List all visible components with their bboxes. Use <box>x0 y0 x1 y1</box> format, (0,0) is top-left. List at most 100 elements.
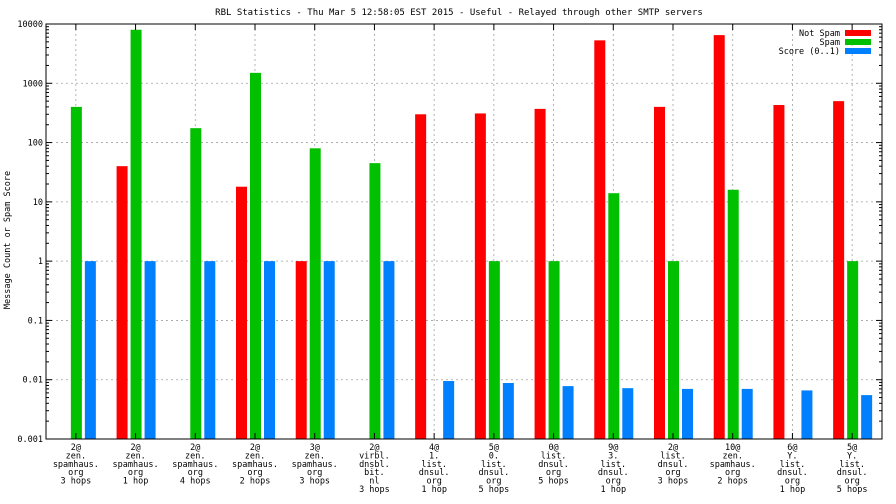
bar-spam <box>847 261 859 439</box>
bar-score-0-1 <box>562 386 574 439</box>
y-tick-label: 10000 <box>17 20 43 30</box>
x-category-label-line: 3 hops <box>658 477 689 487</box>
x-category-label-line: org <box>307 468 322 478</box>
x-category-label: 2@ zen. spamhaus. org 2 hops <box>232 443 278 487</box>
x-category-label-line: 2@ <box>130 443 140 453</box>
x-category-label: 3@ zen. spamhaus. org 3 hops <box>292 443 338 487</box>
x-category-label-line: spamhaus. <box>292 460 338 470</box>
x-category-label-line: 3@ <box>310 443 320 453</box>
x-category-label-line: dnsul. <box>658 460 689 470</box>
x-category-label-line: dnsul. <box>598 468 629 478</box>
bar-not-spam <box>594 40 606 440</box>
bar-spam <box>488 261 500 439</box>
legend-swatch <box>845 48 871 54</box>
legend-label: Score (0..1) <box>779 47 840 57</box>
x-category-label-line: list. <box>780 460 806 470</box>
x-category-label-line: 5 hops <box>837 485 868 495</box>
x-category-label-line: list. <box>541 451 567 461</box>
bar-not-spam <box>415 114 427 439</box>
x-category-label-line: zen. <box>66 451 86 461</box>
x-category-label-line: org <box>188 468 203 478</box>
x-category-label-line: org <box>546 468 561 478</box>
x-category-label-line: org <box>725 468 740 478</box>
x-category-label-line: zen. <box>245 451 265 461</box>
bar-not-spam <box>833 101 845 439</box>
x-category-label-line: 0@ <box>548 443 558 453</box>
bar-not-spam <box>654 106 665 439</box>
x-category-label-line: dnsul. <box>478 468 509 478</box>
bar-spam <box>668 261 679 439</box>
x-category-label-line: 3 hops <box>359 485 390 495</box>
x-category-label-line: nl <box>369 477 379 487</box>
bar-not-spam <box>295 261 307 439</box>
x-category-label-line: bit. <box>364 468 384 478</box>
x-category-label-line: org <box>606 477 621 487</box>
x-category-label-line: list. <box>839 460 865 470</box>
x-category-label-line: org <box>68 468 83 478</box>
x-category-label-line: 6@ <box>787 443 797 453</box>
x-category-label-line: list. <box>600 460 626 470</box>
y-axis-label: Message Count or Spam Score <box>3 171 13 309</box>
bar-spam <box>369 163 381 439</box>
y-tick-labels: 0.001 0.01 0.1 1 10 100 1000 10000 <box>17 20 43 445</box>
legend-swatch <box>845 30 871 36</box>
x-category-label-line: org <box>128 468 143 478</box>
x-category-label-line: org <box>247 468 262 478</box>
bar-spam <box>70 106 82 439</box>
x-category-label-line: 2 hops <box>240 477 271 487</box>
x-category-label-line: org <box>844 477 859 487</box>
x-category-label-line: spamhaus. <box>232 460 278 470</box>
x-category-label-line: 2@ <box>250 443 260 453</box>
x-category-label: 2@ zen. spamhaus. org 3 hops <box>53 443 99 487</box>
x-category-label-line: zen. <box>722 451 742 461</box>
x-category-label: 5@ 0. list. dnsul. org 5 hops <box>478 443 509 495</box>
y-tick-label: 1000 <box>23 79 43 89</box>
grid <box>46 24 882 439</box>
bar-score-0-1 <box>264 261 275 439</box>
x-category-label-line: 4@ <box>429 443 439 453</box>
bar-score-0-1 <box>84 261 96 439</box>
x-category-label-line: Y. <box>787 451 797 461</box>
x-category-label-line: list. <box>481 460 507 470</box>
bar-spam <box>250 72 261 440</box>
chart-title: RBL Statistics - Thu Mar 5 12:58:05 EST … <box>215 8 703 18</box>
bar-not-spam <box>773 105 785 439</box>
x-category-label-line: list. <box>660 451 686 461</box>
x-category-label-line: org <box>426 477 441 487</box>
x-category-label-line: 1 hop <box>123 477 149 487</box>
bar-spam <box>190 128 202 439</box>
x-category-label: 4@ 1. list. dnsul. org 1 hop <box>419 443 450 495</box>
x-category-label-line: 0. <box>489 451 499 461</box>
bar-spam <box>608 193 620 439</box>
bar-score-0-1 <box>204 261 216 439</box>
bar-score-0-1 <box>682 388 693 439</box>
x-category-label: 2@ zen. spamhaus. org 4 hops <box>172 443 218 487</box>
x-category-label-line: 5@ <box>489 443 499 453</box>
x-category-label-line: 3 hops <box>299 477 330 487</box>
x-category-label: 10@ zen. spamhaus. org 2 hops <box>710 443 756 487</box>
x-category-label-line: 1 hop <box>421 485 447 495</box>
legend-swatch <box>845 39 871 45</box>
x-category-label-line: 1 hop <box>600 485 626 495</box>
x-category-label-line: spamhaus. <box>53 460 99 470</box>
axes <box>45 23 883 440</box>
x-category-label: 6@ Y. list. dnsul. org 1 hop <box>777 443 808 495</box>
x-category-label-line: zen. <box>125 451 145 461</box>
x-category-label-line: 2@ <box>190 443 200 453</box>
x-category-label-line: dnsul. <box>837 468 868 478</box>
x-category-label: 5@ Y. list. dnsul. org 5 hops <box>837 443 868 495</box>
x-category-label-line: 5 hops <box>538 477 569 487</box>
x-category-label: 2@ zen. spamhaus. org 1 hop <box>113 443 159 487</box>
bar-not-spam <box>534 108 546 439</box>
y-tick-label: 0.01 <box>23 376 43 386</box>
x-category-label: 2@ virbl. dnsbl. bit. nl 3 hops <box>359 443 390 495</box>
bar-score-0-1 <box>144 261 156 439</box>
x-category-label-line: spamhaus. <box>172 460 218 470</box>
x-category-label: 2@ list. dnsul. org 3 hops <box>658 443 689 487</box>
bar-spam <box>309 148 321 439</box>
bar-score-0-1 <box>741 388 753 439</box>
x-category-label-line: 2@ <box>668 443 678 453</box>
x-category-label-line: spamhaus. <box>113 460 159 470</box>
